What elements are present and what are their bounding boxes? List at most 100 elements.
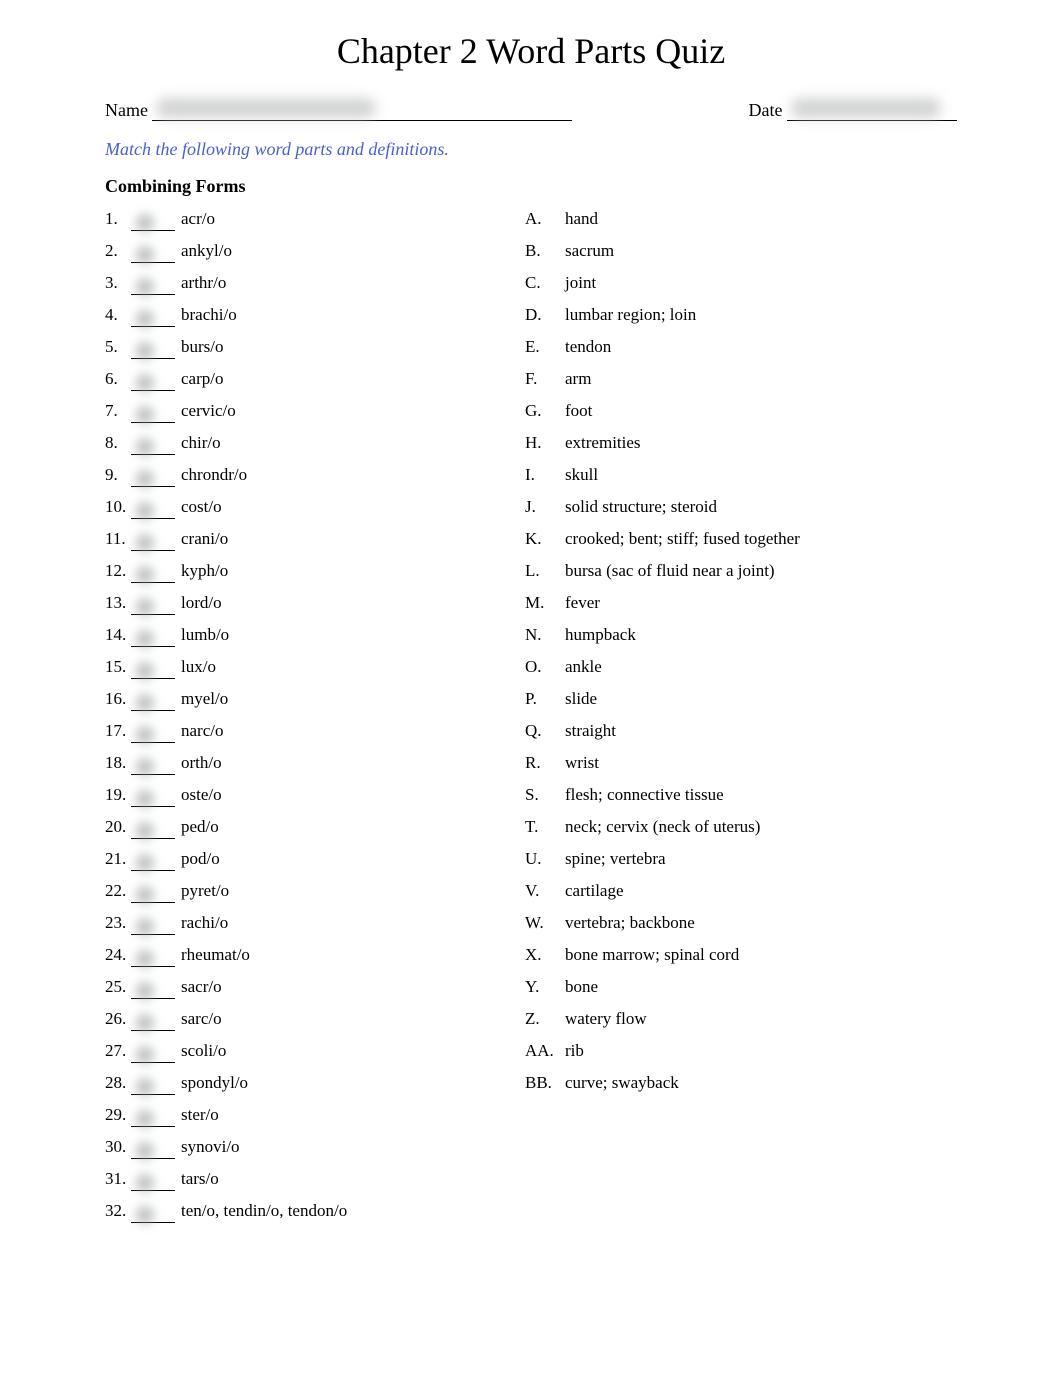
term-row: 8. chir/o bbox=[105, 431, 485, 455]
answer-blank[interactable] bbox=[131, 821, 175, 839]
answer-blur bbox=[131, 337, 159, 365]
answer-blank[interactable] bbox=[131, 917, 175, 935]
definition-text: foot bbox=[565, 399, 592, 423]
answer-blank[interactable] bbox=[131, 885, 175, 903]
answer-blank[interactable] bbox=[131, 757, 175, 775]
answer-blank[interactable] bbox=[131, 245, 175, 263]
answer-blur bbox=[131, 593, 159, 621]
answer-blank[interactable] bbox=[131, 1205, 175, 1223]
answer-blank[interactable] bbox=[131, 949, 175, 967]
definition-text: cartilage bbox=[565, 879, 624, 903]
term-row: 1. acr/o bbox=[105, 207, 485, 231]
answer-blur bbox=[131, 977, 159, 1005]
definition-row: G.foot bbox=[525, 399, 957, 423]
answer-blank[interactable] bbox=[131, 341, 175, 359]
term-row: 30. synovi/o bbox=[105, 1135, 485, 1159]
answer-blank[interactable] bbox=[131, 853, 175, 871]
definition-row: P.slide bbox=[525, 687, 957, 711]
definition-text: joint bbox=[565, 271, 596, 295]
term-row: 22. pyret/o bbox=[105, 879, 485, 903]
answer-blank[interactable] bbox=[131, 693, 175, 711]
term-text: lord/o bbox=[181, 591, 222, 615]
answer-blank[interactable] bbox=[131, 373, 175, 391]
answer-blank[interactable] bbox=[131, 437, 175, 455]
definition-letter: B. bbox=[525, 239, 565, 263]
answer-blank[interactable] bbox=[131, 533, 175, 551]
answer-blank[interactable] bbox=[131, 1173, 175, 1191]
term-row: 10. cost/o bbox=[105, 495, 485, 519]
definition-letter: T. bbox=[525, 815, 565, 839]
answer-blank[interactable] bbox=[131, 981, 175, 999]
name-input-line[interactable] bbox=[152, 103, 572, 121]
term-row: 26. sarc/o bbox=[105, 1007, 485, 1031]
definition-text: tendon bbox=[565, 335, 611, 359]
definitions-column: A.handB.sacrumC.jointD.lumbar region; lo… bbox=[525, 207, 957, 1231]
answer-blank[interactable] bbox=[131, 597, 175, 615]
term-text: scoli/o bbox=[181, 1039, 226, 1063]
term-text: acr/o bbox=[181, 207, 215, 231]
definition-row: L.bursa (sac of fluid near a joint) bbox=[525, 559, 957, 583]
answer-blank[interactable] bbox=[131, 277, 175, 295]
answer-blank[interactable] bbox=[131, 789, 175, 807]
definition-letter: W. bbox=[525, 911, 565, 935]
term-text: tars/o bbox=[181, 1167, 219, 1191]
definition-row: BB.curve; swayback bbox=[525, 1071, 957, 1095]
definition-row: E.tendon bbox=[525, 335, 957, 359]
term-number: 28. bbox=[105, 1071, 131, 1095]
definition-row: A.hand bbox=[525, 207, 957, 231]
definition-row: W.vertebra; backbone bbox=[525, 911, 957, 935]
answer-blank[interactable] bbox=[131, 629, 175, 647]
term-number: 11. bbox=[105, 527, 131, 551]
name-blur bbox=[156, 98, 376, 118]
term-row: 24. rheumat/o bbox=[105, 943, 485, 967]
definition-text: slide bbox=[565, 687, 597, 711]
answer-blank[interactable] bbox=[131, 501, 175, 519]
answer-blur bbox=[131, 945, 159, 973]
term-number: 22. bbox=[105, 879, 131, 903]
answer-blank[interactable] bbox=[131, 1013, 175, 1031]
answer-blur bbox=[131, 625, 159, 653]
term-row: 14. lumb/o bbox=[105, 623, 485, 647]
name-label: Name bbox=[105, 100, 148, 120]
definition-text: bone bbox=[565, 975, 598, 999]
answer-blank[interactable] bbox=[131, 1141, 175, 1159]
term-text: ped/o bbox=[181, 815, 219, 839]
answer-blur bbox=[131, 209, 159, 237]
definition-text: rib bbox=[565, 1039, 584, 1063]
answer-blank[interactable] bbox=[131, 309, 175, 327]
term-text: carp/o bbox=[181, 367, 223, 391]
term-text: narc/o bbox=[181, 719, 223, 743]
answer-blank[interactable] bbox=[131, 469, 175, 487]
definition-letter: Y. bbox=[525, 975, 565, 999]
term-number: 5. bbox=[105, 335, 131, 359]
answer-blank[interactable] bbox=[131, 565, 175, 583]
answer-blank[interactable] bbox=[131, 1045, 175, 1063]
term-row: 31. tars/o bbox=[105, 1167, 485, 1191]
definition-row: F.arm bbox=[525, 367, 957, 391]
term-number: 25. bbox=[105, 975, 131, 999]
term-text: burs/o bbox=[181, 335, 224, 359]
answer-blank[interactable] bbox=[131, 725, 175, 743]
term-row: 15. lux/o bbox=[105, 655, 485, 679]
answer-blur bbox=[131, 785, 159, 813]
term-row: 23. rachi/o bbox=[105, 911, 485, 935]
answer-blank[interactable] bbox=[131, 405, 175, 423]
answer-blur bbox=[131, 1041, 159, 1069]
answer-blur bbox=[131, 1009, 159, 1037]
term-row: 12. kyph/o bbox=[105, 559, 485, 583]
term-text: orth/o bbox=[181, 751, 222, 775]
answer-blank[interactable] bbox=[131, 1109, 175, 1127]
answer-blank[interactable] bbox=[131, 1077, 175, 1095]
definition-row: V.cartilage bbox=[525, 879, 957, 903]
date-input-line[interactable] bbox=[787, 103, 957, 121]
definition-row: Y.bone bbox=[525, 975, 957, 999]
definition-row: B.sacrum bbox=[525, 239, 957, 263]
definition-row: U.spine; vertebra bbox=[525, 847, 957, 871]
definition-text: hand bbox=[565, 207, 598, 231]
answer-blur bbox=[131, 273, 159, 301]
answer-blur bbox=[131, 721, 159, 749]
answer-blank[interactable] bbox=[131, 661, 175, 679]
definition-text: arm bbox=[565, 367, 591, 391]
definition-row: T.neck; cervix (neck of uterus) bbox=[525, 815, 957, 839]
answer-blank[interactable] bbox=[131, 213, 175, 231]
